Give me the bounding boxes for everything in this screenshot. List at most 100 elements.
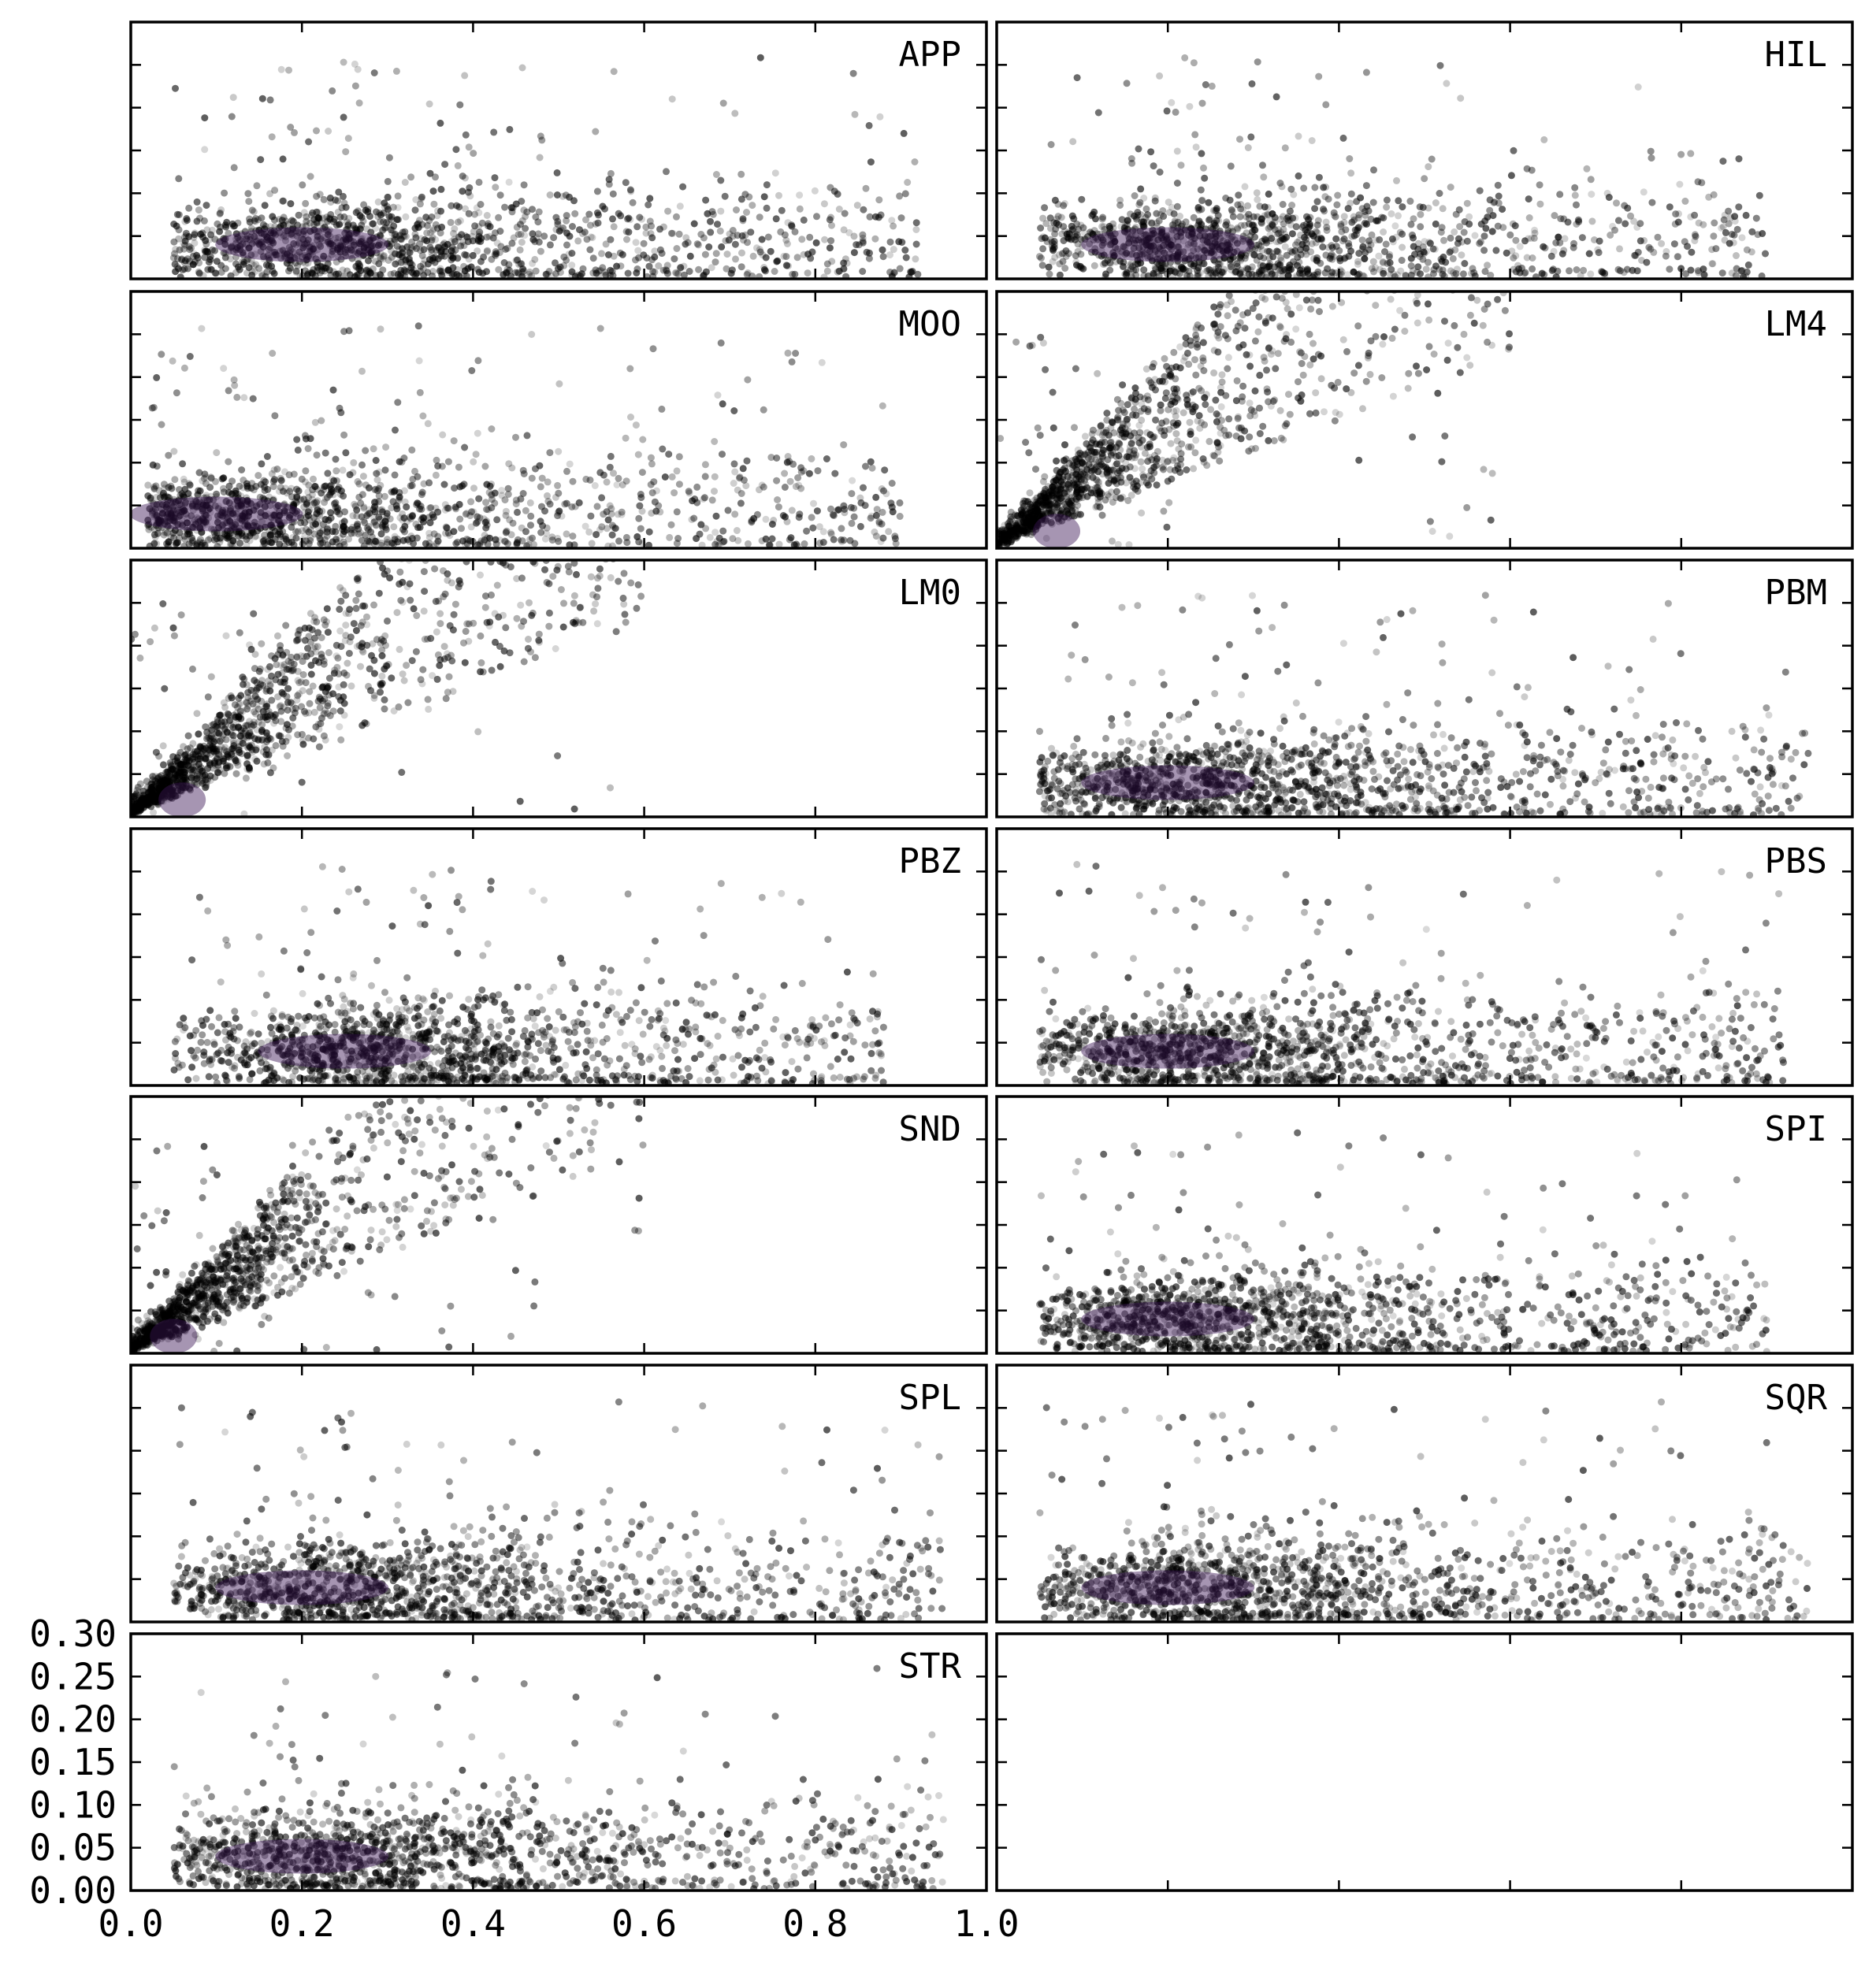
scatter-point: [538, 136, 546, 144]
scatter-point: [416, 200, 424, 208]
scatter-point: [175, 226, 183, 234]
scatter-point: [416, 505, 424, 513]
scatter-point: [555, 447, 563, 455]
scatter-point: [1391, 273, 1399, 279]
scatter-point: [277, 474, 284, 482]
scatter-point: [1261, 319, 1269, 327]
scatter-point: [225, 229, 232, 237]
scatter-point: [1101, 229, 1109, 236]
scatter-point: [912, 219, 920, 227]
scatter-point: [1062, 247, 1070, 254]
scatter-point: [1239, 235, 1246, 243]
scatter-point: [408, 512, 416, 520]
scatter-point: [760, 193, 768, 201]
scatter-point: [319, 539, 326, 547]
scatter-point: [1072, 252, 1079, 260]
scatter-point: [1150, 162, 1157, 170]
scatter-point: [1134, 211, 1142, 219]
scatter-point: [362, 481, 370, 489]
scatter-point: [1224, 312, 1231, 320]
scatter-point: [1049, 258, 1057, 265]
scatter-point: [602, 272, 610, 279]
scatter-point: [362, 447, 370, 455]
scatter-point: [1647, 147, 1655, 155]
scatter-point: [729, 227, 737, 234]
scatter-point: [399, 245, 407, 253]
scatter-point: [1226, 196, 1234, 204]
scatter-point: [379, 255, 387, 263]
scatter-point: [563, 256, 570, 264]
scatter-point: [1159, 207, 1167, 214]
scatter-point: [809, 524, 817, 532]
scatter-point: [288, 245, 296, 253]
scatter-point: [527, 521, 534, 529]
scatter-point: [1395, 212, 1402, 220]
scatter-point: [1350, 369, 1358, 377]
scatter-point: [1381, 248, 1388, 255]
scatter-point: [717, 176, 725, 184]
scatter-point: [679, 183, 687, 191]
scatter-point: [1283, 251, 1291, 259]
scatter-point: [248, 260, 256, 268]
scatter-point: [459, 482, 466, 490]
scatter-point: [875, 213, 882, 221]
scatter-point: [244, 190, 252, 198]
scatter-point: [1265, 217, 1273, 225]
scatter-point: [400, 487, 408, 495]
scatter-point: [1365, 246, 1373, 254]
scatter-point: [1069, 138, 1077, 146]
scatter-point: [784, 349, 792, 357]
scatter-point: [1505, 125, 1512, 132]
scatter-point: [175, 175, 183, 183]
scatter-point: [1466, 58, 1473, 65]
scatter-point: [696, 530, 704, 538]
scatter-point: [1250, 221, 1257, 229]
scatter-point: [287, 256, 295, 264]
scatter-point: [514, 536, 522, 544]
scatter-point: [568, 250, 576, 257]
scatter-point: [553, 191, 561, 199]
scatter-point: [1176, 249, 1184, 256]
scatter-point: [336, 491, 344, 499]
scatter-point: [1169, 226, 1176, 234]
scatter-point: [212, 477, 219, 485]
scatter-point: [195, 206, 202, 214]
scatter-point: [1447, 247, 1454, 255]
scatter-point: [872, 493, 880, 501]
scatter-point: [747, 228, 755, 236]
scatter-point: [775, 540, 783, 548]
scatter-point: [843, 259, 851, 267]
scatter-point: [335, 188, 343, 196]
scatter-point: [391, 471, 399, 479]
scatter-point: [1614, 265, 1622, 273]
scatter-point: [1632, 251, 1640, 259]
scatter-point: [1224, 241, 1232, 249]
scatter-point: [855, 241, 863, 249]
scatter-point: [465, 264, 473, 272]
scatter-point: [519, 490, 527, 497]
scatter-point: [469, 237, 477, 245]
scatter-point: [261, 231, 268, 239]
scatter-point: [1432, 220, 1440, 228]
scatter-point: [477, 201, 485, 208]
scatter-point: [288, 229, 295, 237]
scatter-point: [1116, 247, 1124, 255]
scatter-point: [1157, 265, 1165, 273]
scatter-point: [1350, 216, 1358, 224]
scatter-point: [396, 245, 403, 253]
scatter-point: [846, 536, 854, 544]
scatter-point: [615, 474, 622, 482]
scatter-point: [365, 257, 372, 265]
scatter-point: [1250, 213, 1257, 221]
scatter-point: [1072, 258, 1080, 266]
scatter-point: [520, 181, 528, 189]
scatter-point: [1039, 245, 1047, 253]
scatter-point: [876, 113, 884, 121]
scatter-point: [234, 219, 242, 227]
scatter-point: [896, 265, 904, 273]
scatter-point: [1228, 206, 1235, 213]
scatter-point: [1510, 147, 1518, 154]
scatter-point: [1055, 221, 1063, 228]
scatter-point: [1094, 236, 1101, 243]
scatter-point: [262, 232, 270, 240]
